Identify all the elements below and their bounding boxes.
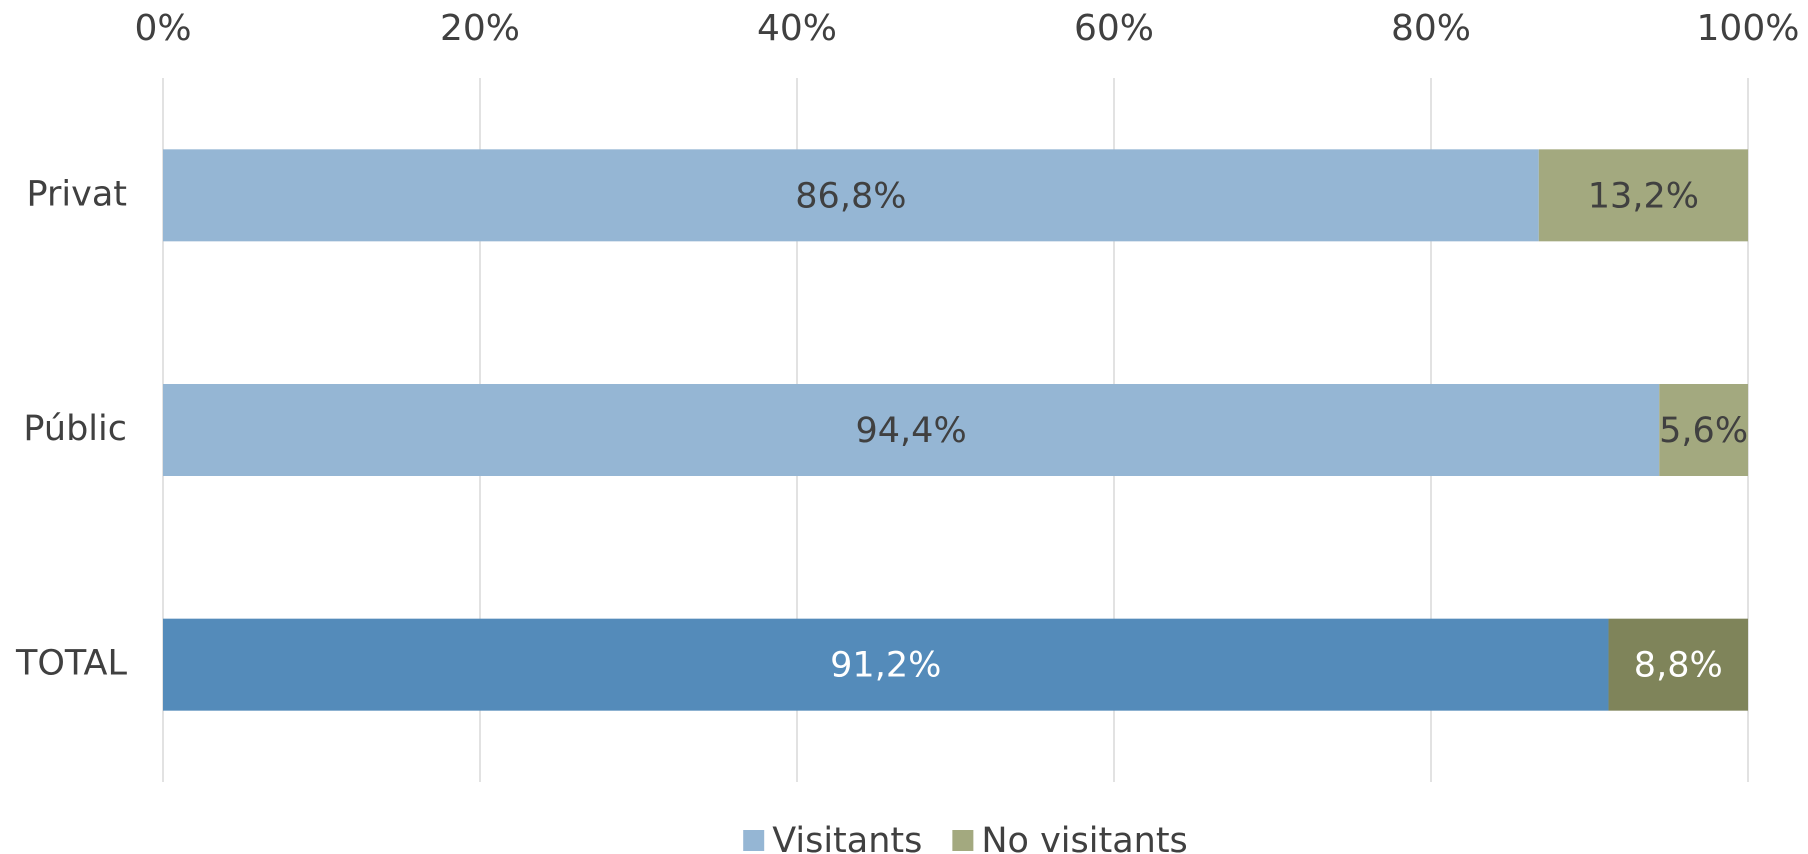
x-tick-label: 0% xyxy=(134,8,191,49)
bar xyxy=(1608,618,1748,711)
data-label: 86,8% xyxy=(795,176,906,216)
x-tick-label: 80% xyxy=(1391,8,1471,49)
bar xyxy=(1538,149,1748,242)
x-tick-label: 40% xyxy=(757,8,837,49)
x-tick-label: 60% xyxy=(1074,8,1154,49)
legend-label: Visitants xyxy=(772,821,922,854)
legend-label: No visitants xyxy=(981,821,1187,854)
data-label: 94,4% xyxy=(856,411,967,451)
bar xyxy=(163,149,1539,242)
data-label: 91,2% xyxy=(830,646,941,686)
legend-swatch xyxy=(743,830,765,851)
data-label: 13,2% xyxy=(1588,176,1699,216)
data-label: 5,6% xyxy=(1659,411,1748,451)
legend-swatch xyxy=(952,830,974,851)
y-tick-label: TOTAL xyxy=(15,644,128,684)
y-tick-label: Públic xyxy=(23,409,127,449)
data-label: 8,8% xyxy=(1634,646,1723,686)
bar xyxy=(163,384,1660,476)
x-tick-label: 100% xyxy=(1697,8,1800,49)
bar xyxy=(163,618,1609,711)
y-tick-label: Privat xyxy=(27,174,128,214)
x-tick-label: 20% xyxy=(440,8,520,49)
bar xyxy=(1659,384,1748,476)
